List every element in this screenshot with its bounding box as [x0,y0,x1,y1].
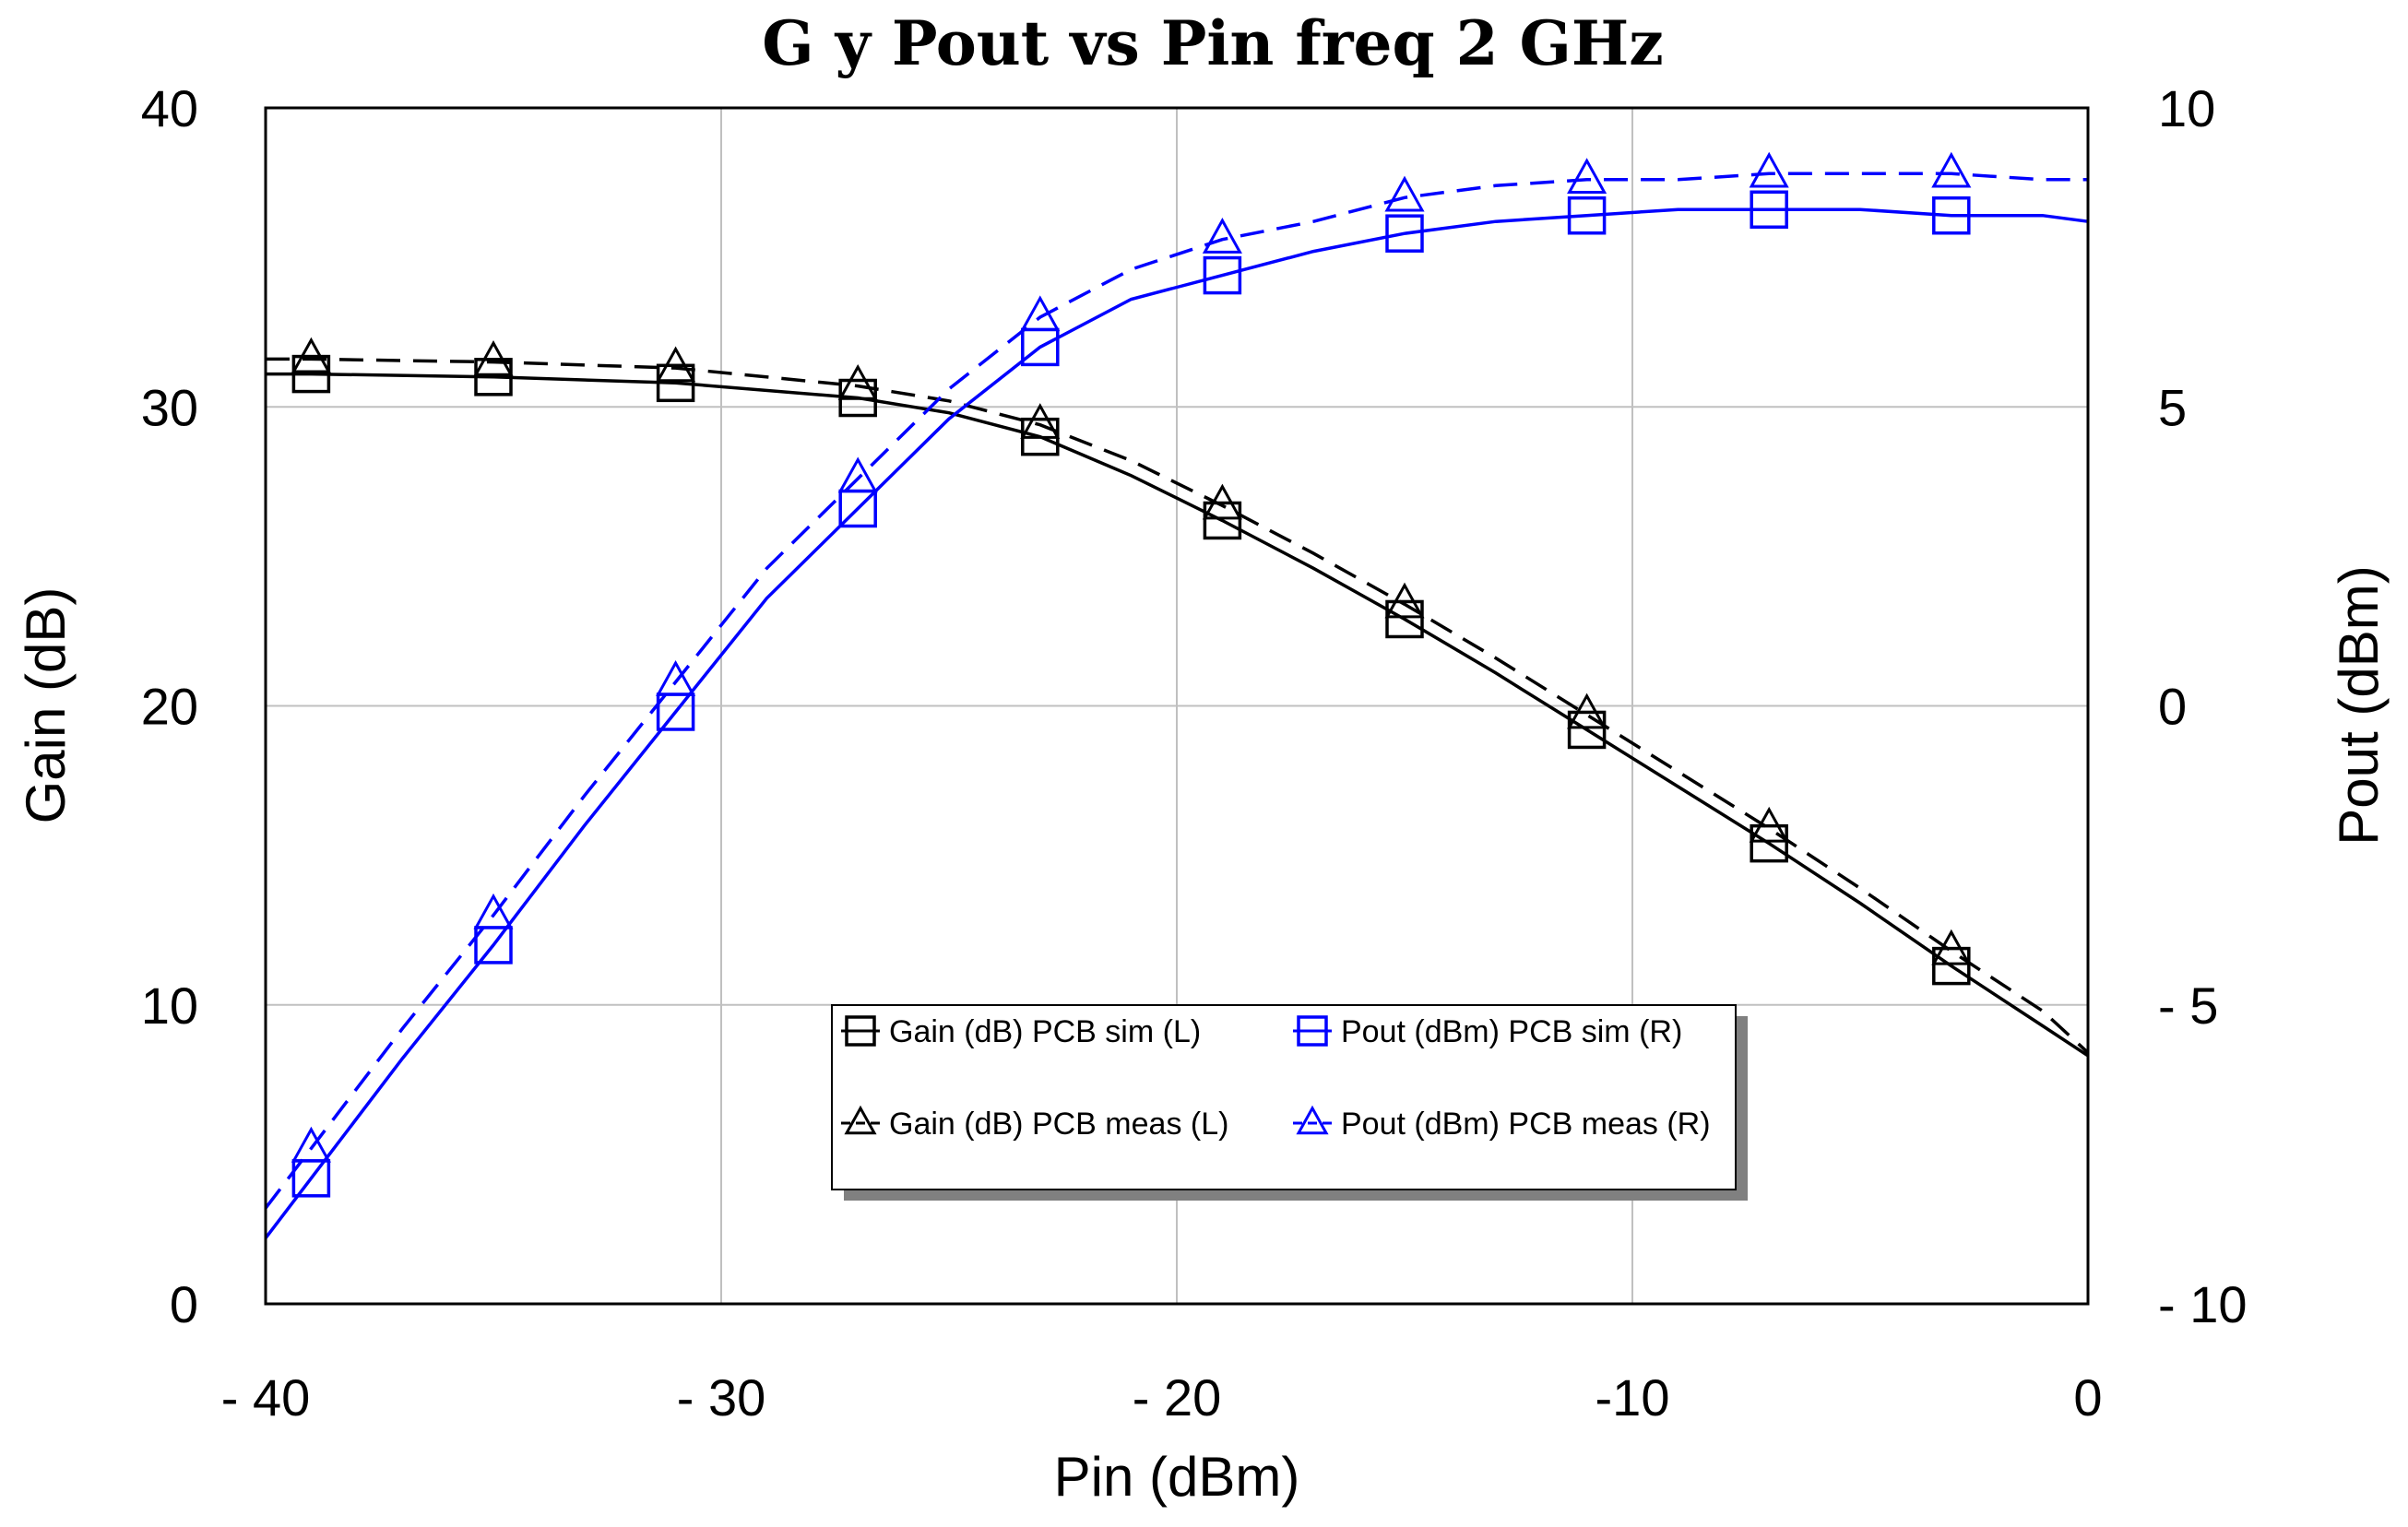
triangle-marker [1384,175,1425,212]
triangle-marker [473,340,514,376]
square-marker [845,1015,876,1047]
triangle-marker [656,346,696,383]
series-gain-db-pcb-meas-l [266,337,2090,1054]
series-pout-dbm-pcb-meas-r [264,151,2088,1210]
square-marker [1567,195,1607,235]
y-right-tick-label: - 5 [2158,977,2218,1035]
triangle-marker [291,1126,331,1163]
square-marker [656,363,695,403]
legend-item: Gain (dB) PCB sim (L) [841,1014,1201,1049]
triangle-marker [1567,692,1607,729]
square-marker [1932,946,1971,986]
x-tick-label: 0 [2073,1368,2102,1426]
square-marker [1385,599,1424,639]
square-marker [1750,823,1788,863]
y-left-tick-label: 20 [141,678,198,736]
triangle-marker [1749,151,1789,188]
triangle-marker [837,456,878,493]
triangle-marker [1296,1105,1329,1135]
triangle-marker [473,893,514,929]
legend-label: Pout (dBm) PCB meas (R) [1341,1107,1711,1142]
triangle-marker [844,1105,877,1135]
y-left-tick-label: 30 [141,378,198,436]
plot-frame [264,106,2090,1306]
legend: Gain (dB) PCB sim (L) Gain (dB) PCB meas … [831,1004,1748,1201]
y-right-tick-label: 5 [2158,378,2187,436]
square-marker [291,354,331,394]
triangle-marker [1202,483,1242,520]
square-marker [1750,190,1788,229]
legend-label: Gain (dB) PCB meas (L) [889,1107,1228,1142]
square-marker [1203,501,1242,540]
y-right-tick-label: 10 [2158,79,2215,137]
y-axis-left-label: Gain (dB) [15,587,77,824]
triangle-marker [291,337,331,373]
triangle-marker [1202,218,1242,254]
x-axis-label: Pin (dBm) [1054,1446,1300,1508]
chart-title: G y Pout vs Pin freq 2 GHz [762,7,1664,79]
series-line [264,172,2088,1210]
grid [266,108,2088,1304]
legend-item: Pout (dBm) PCB sim (R) [1293,1014,1682,1049]
triangle-marker [1384,582,1425,619]
y-left-tick-label: 10 [141,977,198,1035]
series-pout-dbm-pcb-sim-r [264,190,2089,1239]
triangle-marker [1931,151,1972,188]
legend-box [831,1004,1737,1190]
triangle-marker [1020,295,1061,332]
series-layer [264,151,2090,1239]
x-tick-label: -10 [1595,1368,1670,1426]
square-marker [1297,1015,1328,1047]
legend-item: Gain (dB) PCB meas (L) [841,1105,1228,1142]
triangle-marker [1931,929,1972,965]
triangle-marker [1749,806,1789,843]
square-marker [1203,255,1242,295]
x-tick-label: - 20 [1133,1368,1222,1426]
y-right-tick-label: 0 [2158,678,2187,736]
triangle-marker [1567,158,1607,194]
y-left-tick-label: 40 [141,79,198,137]
series-line [266,372,2089,1058]
legend-label: Pout (dBm) PCB sim (R) [1341,1014,1682,1049]
legend-label: Gain (dB) PCB sim (L) [889,1014,1201,1049]
x-tick-label: - 30 [677,1368,766,1426]
y-axis-right-label: Pout (dBm) [2328,565,2390,845]
x-tick-label: - 40 [221,1368,311,1426]
triangle-marker [1020,403,1061,439]
tick-labels: - 40 - 30 - 20 -10 0 0 10 20 30 40 - 10 - 5 0 5 10 [141,79,2248,1426]
legend-item: Pout (dBm) PCB meas (R) [1293,1105,1711,1142]
series-line [266,357,2090,1054]
y-right-tick-label: - 10 [2158,1275,2248,1333]
square-marker [1385,214,1424,253]
square-marker [1567,710,1607,750]
triangle-marker [837,363,878,400]
y-left-tick-label: 0 [170,1275,198,1333]
square-marker [474,358,513,397]
square-marker [1932,195,1971,235]
triangle-marker [656,659,696,696]
series-line [264,207,2089,1239]
